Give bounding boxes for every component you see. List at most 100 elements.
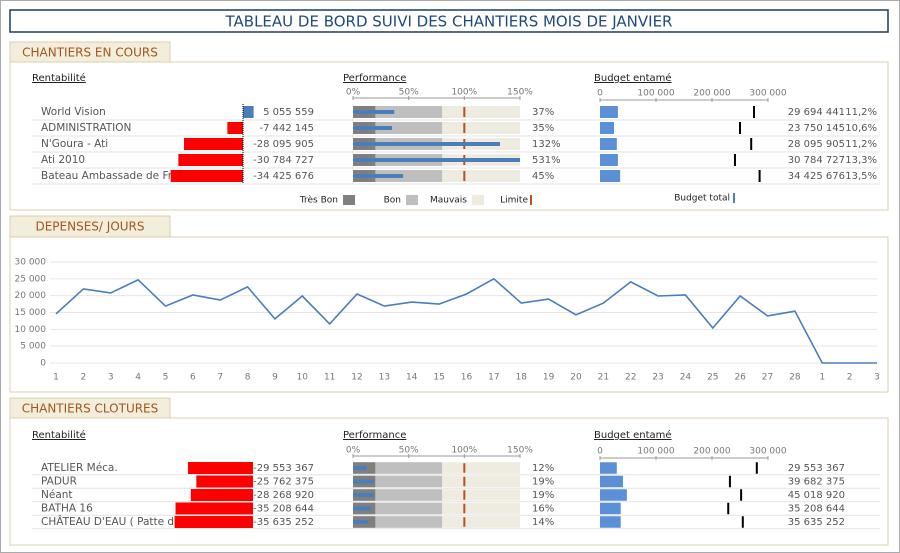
x-tick-label: 9 [272,373,278,383]
budget-tick-label: 100 000 [637,447,674,457]
performance-label: 19% [532,477,554,488]
legend-label: Mauvais [430,196,467,206]
performance-bar [353,126,392,130]
x-tick-label: 23 [652,373,663,383]
limit-mark [463,517,466,527]
budget-tick-label: 0 [597,447,603,457]
section-title: CHANTIERS EN COURS [22,46,158,60]
performance-bar [353,479,375,484]
budget-text: 28 095 905 [788,139,845,150]
budget-tick-label: 200 000 [693,447,730,457]
limit-mark [463,171,466,181]
band-bon [353,462,443,474]
y-tick-label: 10 000 [15,325,47,335]
rentabilite-label: -35 635 252 [253,517,314,528]
rentabilite-label: -7 442 145 [259,123,314,134]
budget-text: 35 635 252 [788,517,845,528]
x-tick-label: 10 [297,373,309,383]
budget-text: 35 208 644 [788,504,845,515]
budget-total-mark [758,170,761,182]
performance-label: 45% [532,171,554,182]
rentabilite-bar [243,106,254,118]
budget-total-mark [750,138,753,150]
x-tick-label: 1 [53,373,59,383]
column-header: Budget entamé [594,72,672,84]
budget-tick-label: 300 000 [749,447,786,457]
performance-label: 132% [532,139,561,150]
x-tick-label: 3 [874,373,880,383]
x-tick-label: 20 [570,373,582,383]
performance-label: 14% [532,517,554,528]
budget-text: 29 553 367 [788,463,845,474]
x-tick-label: 27 [762,373,773,383]
x-tick-label: 6 [190,373,196,383]
budget-pct: 13,3% [845,155,877,166]
performance-bar [353,466,367,470]
x-tick-label: 28 [789,373,801,383]
row-name: Bateau Ambassade de Fra [41,170,178,182]
x-tick-label: 7 [217,373,223,383]
rentabilite-label: -34 425 676 [253,171,314,182]
row-name: Ati 2010 [41,154,85,166]
budget-total-mark [755,462,758,474]
band-bon [353,502,443,515]
performance-label: 531% [532,155,561,166]
x-tick-label: 14 [406,373,418,383]
budget-total-mark [733,154,736,166]
limit-mark [463,476,466,487]
rentabilite-label: -30 784 727 [253,155,314,166]
column-header: Rentabilité [32,72,86,84]
x-tick-label: 11 [324,373,335,383]
x-tick-label: 26 [734,373,746,383]
x-tick-label: 4 [135,373,141,383]
budget-text: 34 425 676 [788,171,845,182]
legend-swatch [343,195,355,205]
legend-swatch [406,195,418,205]
x-tick-label: 17 [488,373,499,383]
budget-bar [600,170,621,182]
limit-mark [463,490,466,500]
perf-tick-label: 0% [346,88,361,98]
x-tick-label: 24 [680,373,692,383]
budget-total-mark [728,475,731,488]
panel [9,236,889,393]
x-tick-label: 13 [379,373,390,383]
legend-label: Budget total [674,194,730,204]
budget-text: 23 750 145 [788,123,845,134]
budget-bar [600,516,621,528]
budget-pct: 10,6% [845,123,877,134]
rentabilite-label: -29 553 367 [253,463,314,474]
y-tick-label: 30 000 [15,258,47,268]
row-name: N'Goura - Ati [41,138,108,150]
performance-label: 35% [532,123,554,134]
limit-mark [463,107,466,117]
row-name: BATHA 16 [41,503,93,515]
budget-text: 29 694 441 [788,107,845,118]
performance-label: 16% [532,504,554,515]
budget-total-mark [727,502,730,515]
x-tick-label: 3 [108,373,114,383]
rentabilite-bar [187,462,253,474]
limit-mark [463,503,466,514]
limit-mark [463,463,466,473]
column-header: Performance [343,73,406,84]
budget-total-mark [740,489,743,501]
budget-pct: 11,2% [845,107,877,118]
x-tick-label: 12 [351,373,362,383]
x-tick-label: 21 [598,373,609,383]
budget-bar [600,502,621,515]
column-header: Budget entamé [594,429,672,441]
legend-swatch [472,195,484,205]
row-name: World Vision [41,106,106,118]
legend-swatch [530,195,532,205]
performance-bar [353,174,404,178]
chart-title: DEPENSES/ JOURS [35,220,144,234]
budget-total-mark [739,122,741,134]
x-tick-label: 19 [543,373,555,383]
rentabilite-bar [170,170,243,182]
budget-tick-label: 200 000 [693,89,730,99]
performance-bar [353,142,500,146]
x-tick-label: 22 [625,373,636,383]
performance-bar [353,110,395,114]
